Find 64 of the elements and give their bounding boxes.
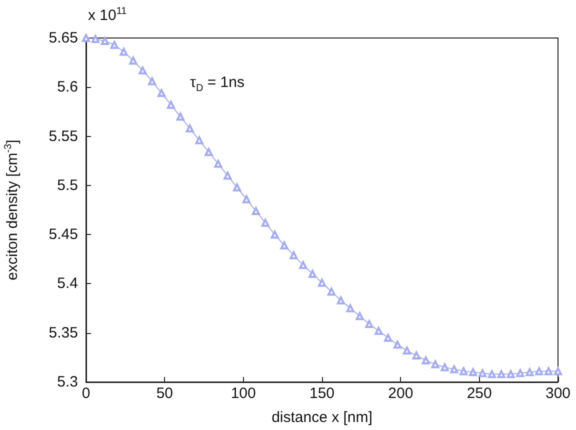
y-tick-label: 5.35 <box>48 324 78 342</box>
point <box>497 370 506 378</box>
point <box>290 251 298 260</box>
y-tick-label: 5.5 <box>57 176 78 194</box>
point <box>535 367 544 376</box>
point <box>440 363 449 372</box>
point <box>478 369 486 378</box>
point <box>374 326 383 335</box>
point <box>186 124 194 132</box>
point <box>488 370 496 378</box>
point <box>148 77 156 86</box>
point <box>252 206 260 215</box>
x-tick-label: 100 <box>230 385 256 402</box>
point <box>356 312 364 320</box>
y-tick-label: 5.3 <box>57 374 78 390</box>
point <box>384 334 392 342</box>
point <box>100 36 109 45</box>
point <box>166 100 175 109</box>
point <box>327 288 336 296</box>
point <box>526 368 534 376</box>
point <box>176 112 184 121</box>
point <box>336 296 345 304</box>
point <box>318 278 326 287</box>
point <box>129 56 138 65</box>
point <box>544 367 553 376</box>
point <box>224 172 232 180</box>
x-tick-label: 200 <box>388 385 414 402</box>
point <box>431 360 440 368</box>
text: x 10$^{11}$ <box>88 6 127 24</box>
point <box>394 340 402 349</box>
point <box>450 365 458 374</box>
annotation: τ$_{D}$ = 1ns <box>190 74 244 94</box>
point <box>516 369 524 378</box>
point <box>308 270 317 278</box>
point <box>506 370 515 378</box>
x-axis-title: distance x [nm] <box>272 409 372 426</box>
point <box>242 195 250 204</box>
point <box>261 218 270 227</box>
y-tick-label: 5.65 <box>48 30 78 46</box>
y-tick-label: 5.45 <box>48 226 78 244</box>
y-tick-label: 5.6 <box>57 78 78 96</box>
point <box>270 230 279 239</box>
x-tick-label: 50 <box>156 385 174 402</box>
x-tick-label: 300 <box>545 385 571 402</box>
x-tick-label: 150 <box>309 385 335 402</box>
y-tick-label: 5.55 <box>48 128 78 145</box>
point <box>214 160 222 168</box>
x-tick-label: 250 <box>466 385 492 402</box>
point <box>554 367 562 376</box>
point <box>91 34 100 43</box>
point <box>346 304 354 312</box>
point <box>469 368 478 376</box>
point <box>138 66 147 74</box>
x-tick-label: 0 <box>82 385 90 402</box>
point <box>402 346 411 355</box>
point <box>422 356 430 364</box>
point <box>412 351 420 360</box>
y-tick-label: 5.4 <box>57 275 78 292</box>
point <box>280 241 288 250</box>
point <box>460 367 468 376</box>
point <box>195 136 204 144</box>
point <box>233 183 242 192</box>
point <box>110 40 118 49</box>
point <box>120 48 128 56</box>
